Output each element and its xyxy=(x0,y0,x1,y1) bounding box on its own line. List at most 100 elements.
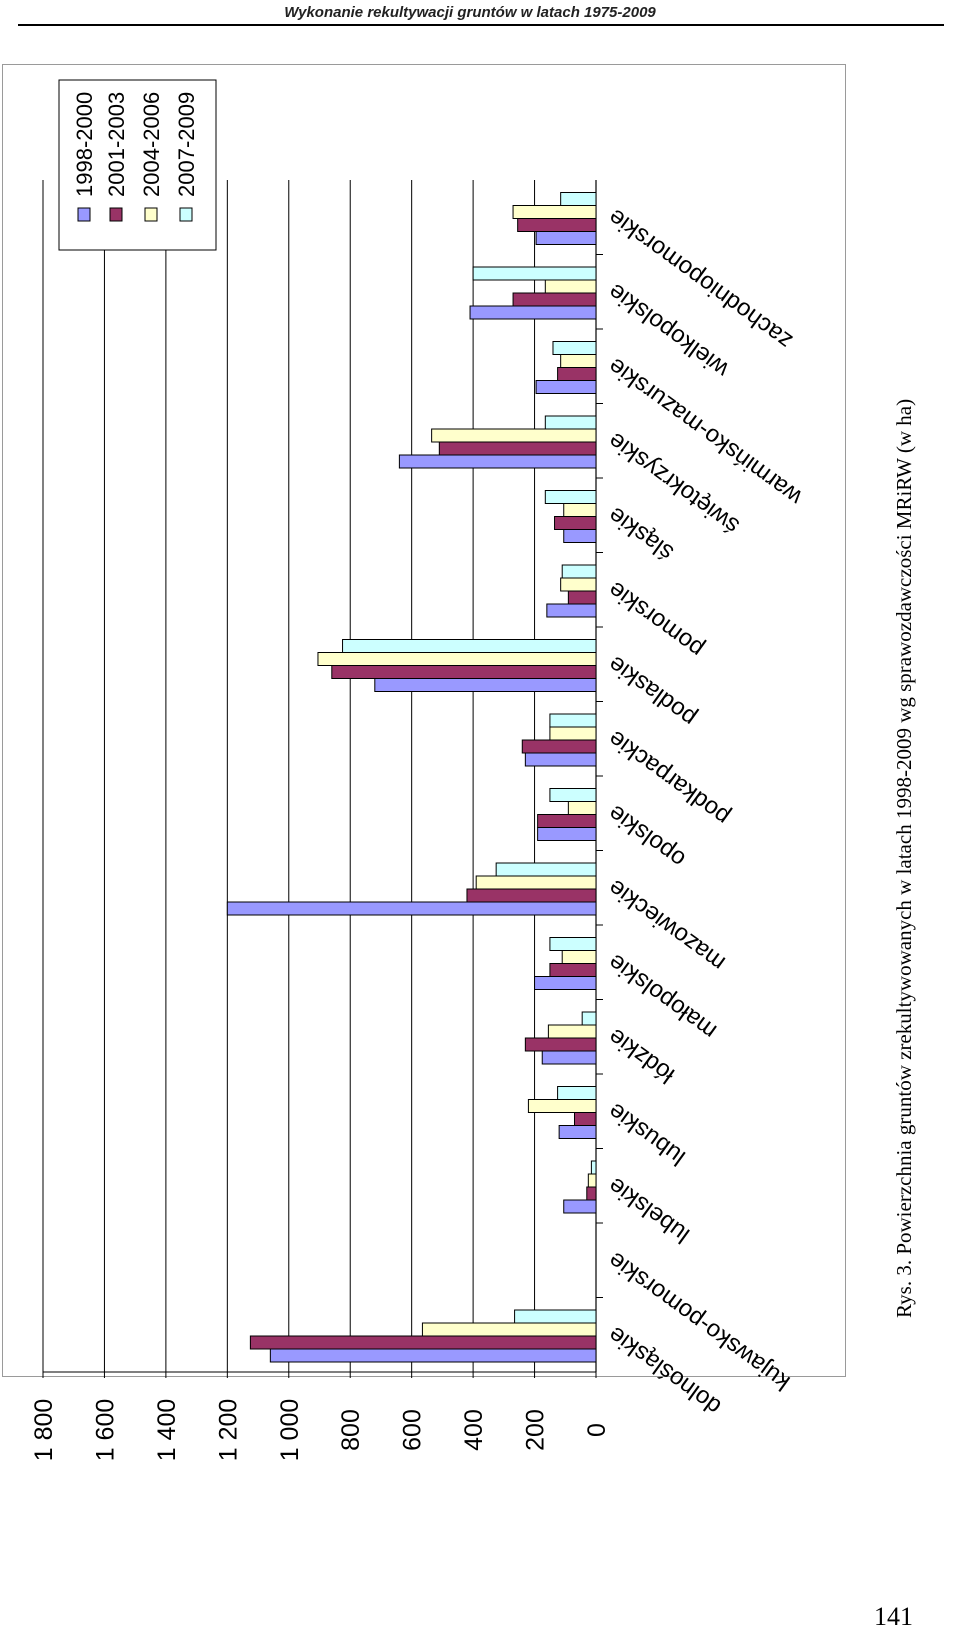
bar-lodzkie-1998-2000 xyxy=(541,1050,597,1065)
legend-label-1998-2000: 1998-2000 xyxy=(72,92,97,197)
bar-lubelskie-1998-2000 xyxy=(563,1199,597,1214)
bar-pomorskie-2004-2006 xyxy=(560,577,597,592)
bar-lubuskie-2001-2003 xyxy=(573,1112,597,1126)
bar-lodzkie-2001-2003 xyxy=(524,1037,597,1052)
bar-dolnoslaskie-1998-2000 xyxy=(269,1348,597,1363)
bar-warminsko-mazurskie-2004-2006 xyxy=(560,354,597,368)
bar-layer xyxy=(226,192,597,1363)
value-tick-label-0: 0 xyxy=(583,1423,611,1437)
category-label-warminsko-mazurskie: warmińsko-mazurskie xyxy=(603,352,807,511)
legend-swatch-2001-2003 xyxy=(109,207,123,222)
legend-swatch-1998-2000 xyxy=(77,207,91,222)
category-label-lubuskie: lubuskie xyxy=(603,1097,690,1171)
page-header-title: Wykonanie rekultywacji gruntów w latach … xyxy=(284,4,656,21)
bar-swietokrzyskie-1998-2000 xyxy=(398,454,597,469)
bar-warminsko-mazurskie-1998-2000 xyxy=(535,380,597,394)
bar-dolnoslaskie-2004-2006 xyxy=(421,1322,597,1337)
bar-slaskie-2007-2009 xyxy=(544,490,597,504)
value-tick-label-7: 1 400 xyxy=(153,1399,181,1462)
legend-label-2007-2009: 2007-2009 xyxy=(174,92,199,197)
category-label-slaskie: śląskie xyxy=(603,501,678,566)
bar-zachodniopomorskie-2004-2006 xyxy=(512,205,597,219)
bar-wielkopolskie-2004-2006 xyxy=(544,279,597,294)
chart-frame xyxy=(2,64,846,1377)
bar-warminsko-mazurskie-2007-2009 xyxy=(552,341,597,355)
bar-podlaskie-2001-2003 xyxy=(331,665,597,679)
bar-podlaskie-2007-2009 xyxy=(342,639,597,653)
figure-caption: Rys. 3. Powierzchnia gruntów zrekultywow… xyxy=(892,398,916,1318)
bar-wielkopolskie-1998-2000 xyxy=(469,305,597,320)
bar-zachodniopomorskie-2007-2009 xyxy=(560,192,597,206)
bar-dolnoslaskie-2007-2009 xyxy=(514,1309,597,1324)
bar-opolskie-1998-2000 xyxy=(537,827,597,841)
bar-opolskie-2007-2009 xyxy=(549,788,597,802)
bar-lubuskie-2007-2009 xyxy=(557,1086,597,1100)
value-tick-label-5: 1 000 xyxy=(276,1399,304,1462)
bar-swietokrzyskie-2007-2009 xyxy=(544,415,597,430)
bar-pomorskie-2007-2009 xyxy=(561,564,597,579)
bar-wielkopolskie-2001-2003 xyxy=(512,292,597,307)
bar-lubelskie-2007-2009 xyxy=(590,1160,597,1175)
bar-warminsko-mazurskie-2001-2003 xyxy=(557,367,597,381)
value-tick-label-8: 1 600 xyxy=(91,1399,119,1462)
bar-podkarpackie-2007-2009 xyxy=(549,713,597,728)
legend-label-2001-2003: 2001-2003 xyxy=(104,92,129,197)
bar-swietokrzyskie-2004-2006 xyxy=(431,428,597,443)
category-label-opolskie: opolskie xyxy=(603,799,690,873)
legend-box xyxy=(58,79,217,251)
value-tick-label-3: 600 xyxy=(399,1409,427,1451)
value-tick-label-6: 1 200 xyxy=(214,1399,242,1462)
bar-podlaskie-1998-2000 xyxy=(374,678,597,692)
value-tick-label-4: 800 xyxy=(337,1409,365,1451)
bar-malopolskie-2001-2003 xyxy=(549,963,597,977)
bar-opolskie-2001-2003 xyxy=(537,814,597,828)
bar-lodzkie-2007-2009 xyxy=(581,1011,597,1026)
legend: 1998-2000 2001-2003 2004-2006 2007-2009 xyxy=(58,79,217,251)
legend-swatch-2007-2009 xyxy=(179,207,193,222)
value-tick-label-2: 400 xyxy=(460,1409,488,1451)
bar-malopolskie-1998-2000 xyxy=(534,976,597,990)
value-tick-label-1: 200 xyxy=(522,1409,550,1451)
category-label-pomorskie: pomorskie xyxy=(603,576,708,663)
bar-lubelskie-2004-2006 xyxy=(587,1173,597,1188)
bar-mazowieckie-2001-2003 xyxy=(466,888,597,903)
category-label-zachodniopomorskie: zachodniopomorskie xyxy=(603,203,797,354)
bar-pomorskie-1998-2000 xyxy=(546,603,597,618)
bar-podkarpackie-2001-2003 xyxy=(521,739,597,754)
bar-podlaskie-2004-2006 xyxy=(317,652,597,666)
bar-mazowieckie-1998-2000 xyxy=(226,901,597,916)
category-label-layer: dolnośląskiekujawsko-pomorskielubelskiel… xyxy=(603,203,807,1420)
header-rule xyxy=(18,24,944,26)
bar-lubuskie-2004-2006 xyxy=(527,1099,597,1113)
grid-layer xyxy=(42,180,603,1378)
bar-podkarpackie-2004-2006 xyxy=(549,726,597,741)
bar-slaskie-2004-2006 xyxy=(563,503,597,517)
category-label-lodzkie: łódzkie xyxy=(603,1023,679,1089)
bar-malopolskie-2004-2006 xyxy=(561,950,597,964)
bar-wielkopolskie-2007-2009 xyxy=(472,266,597,281)
bar-zachodniopomorskie-1998-2000 xyxy=(535,231,597,245)
bar-swietokrzyskie-2001-2003 xyxy=(438,441,597,456)
legend-label-2004-2006: 2004-2006 xyxy=(139,92,164,197)
bar-opolskie-2004-2006 xyxy=(567,801,597,815)
bar-pomorskie-2001-2003 xyxy=(567,590,597,605)
bar-dolnoslaskie-2001-2003 xyxy=(249,1335,597,1350)
category-label-podlaskie: podlaskie xyxy=(603,650,701,731)
bar-slaskie-2001-2003 xyxy=(554,516,597,530)
bar-lodzkie-2004-2006 xyxy=(547,1024,597,1039)
bar-lubelskie-2001-2003 xyxy=(586,1186,597,1201)
page-number: 141 xyxy=(874,1602,913,1631)
bar-malopolskie-2007-2009 xyxy=(549,937,597,951)
bar-podkarpackie-1998-2000 xyxy=(524,752,597,767)
legend-swatch-2004-2006 xyxy=(144,207,158,222)
category-label-lubelskie: lubelskie xyxy=(603,1172,694,1249)
bar-slaskie-1998-2000 xyxy=(563,529,597,543)
value-tick-label-9: 1 800 xyxy=(30,1399,58,1462)
bar-lubuskie-1998-2000 xyxy=(558,1125,597,1139)
bar-zachodniopomorskie-2001-2003 xyxy=(517,218,597,232)
bar-mazowieckie-2007-2009 xyxy=(495,862,597,877)
tick-layer: 0 200 400 600 800 1 000 1 200 1 400 1 600 1 800 xyxy=(30,1399,611,1462)
category-label-kujawsko-pomorskie: kujawsko-pomorskie xyxy=(603,1246,795,1396)
bar-mazowieckie-2004-2006 xyxy=(475,875,597,890)
